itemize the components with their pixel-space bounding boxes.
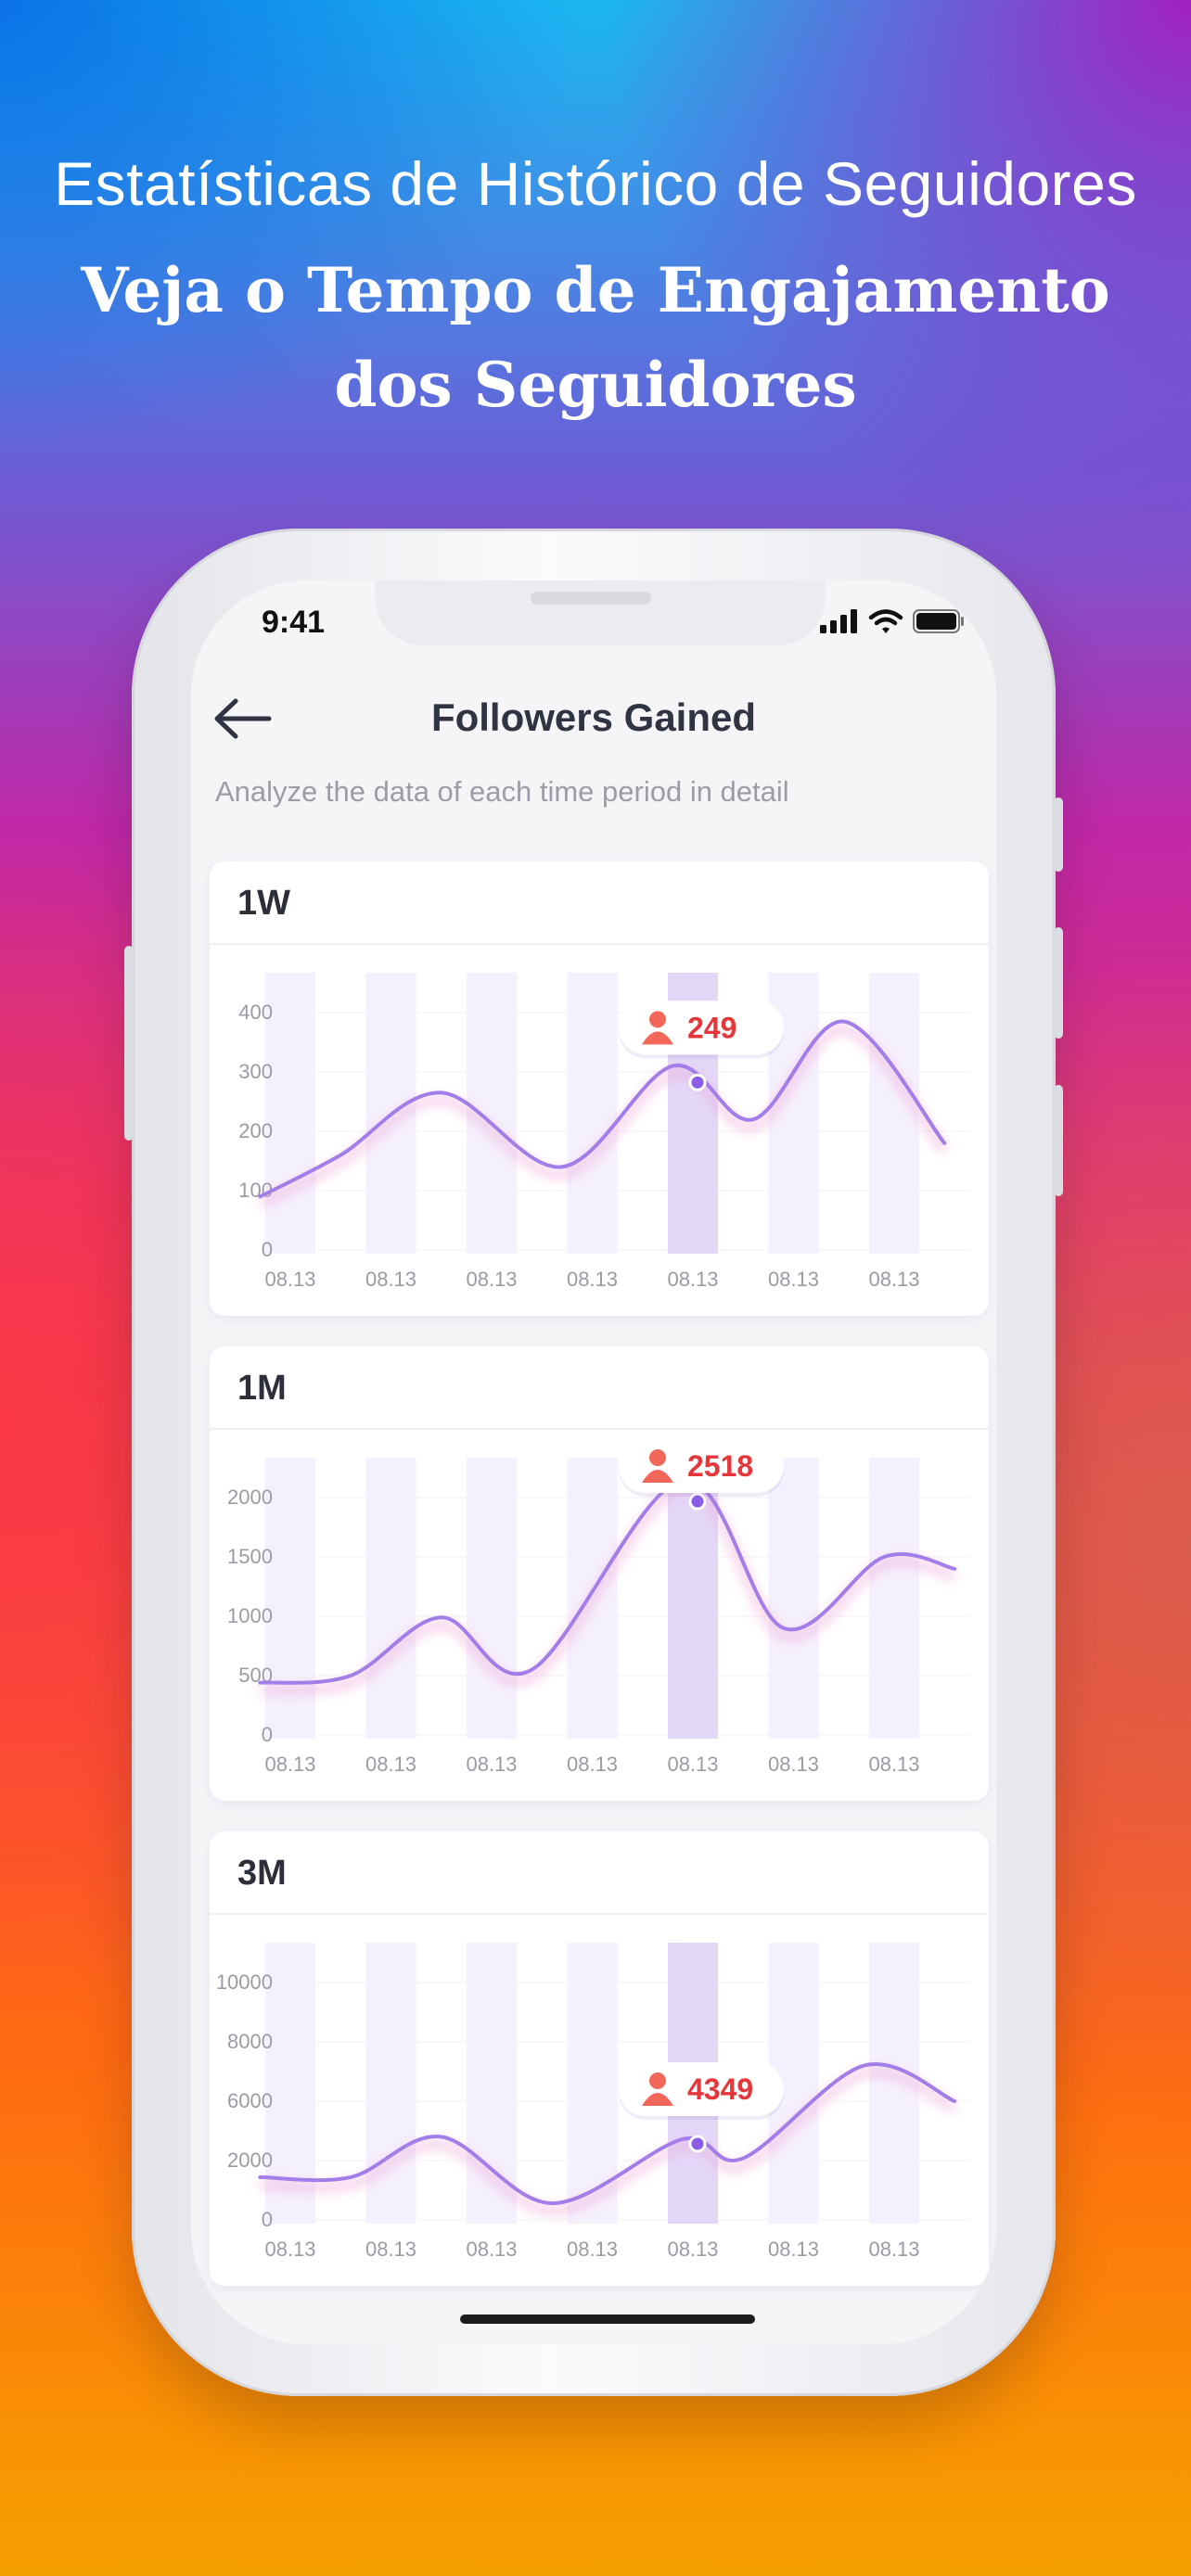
x-tick-label: 08.13 [667, 1268, 718, 1291]
y-tick-label: 1500 [227, 1545, 273, 1568]
y-tick-label: 2000 [227, 2149, 273, 2172]
y-tick-label: 10000 [216, 1970, 273, 1994]
headline-line-2: Veja o Tempo de Engajamento dos Seguidor… [0, 243, 1191, 432]
tooltip-value: 4349 [687, 2072, 753, 2106]
user-icon-body [642, 2092, 673, 2106]
series-line [258, 2062, 957, 2206]
y-tick-label: 0 [262, 1238, 273, 1261]
battery-icon [913, 609, 964, 633]
x-tick-label: 08.13 [264, 2238, 315, 2261]
series-line-shadow [258, 1024, 949, 1208]
x-tick-label: 08.13 [466, 1268, 517, 1291]
series-line [258, 1019, 947, 1199]
side-button-right-2 [1054, 927, 1063, 1039]
chart-bar [467, 1458, 517, 1739]
x-tick-label: 08.13 [868, 2238, 919, 2261]
wifi-icon [868, 609, 903, 633]
chart-bar [365, 1458, 416, 1739]
y-tick-label: 300 [238, 1060, 273, 1083]
side-button-left [124, 946, 134, 1141]
x-tick-label: 08.13 [567, 1753, 618, 1776]
x-tick-label: 08.13 [264, 1268, 315, 1291]
user-icon [649, 1011, 666, 1028]
y-tick-label: 1000 [227, 1604, 273, 1627]
user-icon-body [642, 1470, 673, 1483]
tooltip-value: 249 [687, 1011, 736, 1044]
tooltip-bubble: 2518 [619, 1439, 784, 1497]
page-subtitle: Analyze the data of each time period in … [215, 775, 789, 808]
x-tick-label: 08.13 [768, 1268, 819, 1291]
chart-bar [265, 973, 315, 1254]
chart-card-3m[interactable]: 3M 10000 8000 6000 2000 0 08.13 08.13 08.13 08.1… [210, 1831, 989, 2286]
side-button-right-1 [1054, 797, 1063, 872]
series-line-shadow [260, 1482, 956, 1695]
series-line [258, 1477, 957, 1685]
status-icons [820, 608, 965, 634]
x-tick-label: 08.13 [768, 2238, 819, 2261]
card-divider [210, 1428, 989, 1430]
user-icon [649, 2072, 666, 2089]
y-tick-label: 200 [238, 1119, 273, 1142]
series-line-shadow [260, 2067, 957, 2216]
chart-bar [869, 1458, 919, 1739]
app-screen: 9:41 Followers Gained Analyze th [191, 580, 996, 2344]
y-tick-label: 6000 [227, 2089, 273, 2112]
x-tick-label: 08.13 [264, 1753, 315, 1776]
tooltip-bubble: 4349 [619, 2061, 784, 2120]
x-tick-label: 08.13 [466, 1753, 517, 1776]
x-tick-label: 08.13 [567, 2238, 618, 2261]
page-title: Followers Gained [430, 695, 757, 739]
chart-bar [365, 1943, 416, 2224]
chart-bar [567, 1943, 618, 2224]
headline-line-2b: dos Seguidores [334, 349, 857, 421]
x-tick-label: 08.13 [868, 1753, 919, 1776]
chart-card-1w[interactable]: 1W 400 300 200 100 0 08.13 08.13 08.13 08.13 08.1… [210, 861, 989, 1316]
y-tick-label: 0 [262, 2208, 273, 2231]
chart-title: 1M [237, 1369, 287, 1408]
speaker [531, 592, 651, 605]
x-tick-label: 08.13 [567, 1268, 618, 1291]
chart-bar [768, 1458, 819, 1739]
x-tick-label: 08.13 [667, 1753, 718, 1776]
x-tick-label: 08.13 [466, 2238, 517, 2261]
tooltip-bubble: 249 [619, 1001, 784, 1059]
x-tick-label: 08.13 [365, 1753, 416, 1776]
card-divider [210, 1913, 989, 1915]
y-tick-label: 8000 [227, 2030, 273, 2053]
x-tick-label: 08.13 [365, 2238, 416, 2261]
x-tick-label: 08.13 [768, 1753, 819, 1776]
card-divider [210, 943, 989, 945]
side-button-right-3 [1054, 1085, 1063, 1196]
x-tick-label: 08.13 [868, 1268, 919, 1291]
tooltip-value: 2518 [687, 1449, 753, 1483]
headline-line-1: Estatísticas de Histórico de Seguidores [54, 149, 1137, 218]
chart-bar [869, 973, 919, 1254]
chart-bar [567, 973, 618, 1254]
x-tick-label: 08.13 [667, 2238, 718, 2261]
status-time: 9:41 [262, 605, 326, 640]
chart-bar [265, 1458, 315, 1739]
phone-frame: 9:41 Followers Gained Analyze th [124, 529, 1063, 2396]
y-tick-label: 0 [262, 1723, 273, 1746]
highlight-dot [688, 1492, 707, 1511]
notch [375, 580, 826, 645]
y-tick-label: 400 [238, 1001, 273, 1024]
chart-card-1m[interactable]: 1M 2000 1500 1000 500 0 08.13 08.13 08.13 08.13 0… [210, 1346, 989, 1801]
chart-title: 1W [237, 884, 290, 923]
highlight-dot [688, 1073, 707, 1091]
y-tick-label: 2000 [227, 1486, 273, 1509]
user-icon [649, 1449, 666, 1466]
arrow-left-icon[interactable] [213, 697, 273, 740]
headline-line-2a: Veja o Tempo de Engajamento [81, 254, 1110, 326]
user-icon-body [642, 1031, 673, 1045]
signal-icon [820, 609, 857, 633]
home-indicator[interactable] [460, 2315, 755, 2324]
x-tick-label: 08.13 [365, 1268, 416, 1291]
chart-3m: 10000 8000 6000 2000 0 08.13 08.13 08.13 08.13 08… [216, 1943, 970, 2261]
chart-title: 3M [237, 1854, 287, 1893]
highlight-dot [688, 2135, 707, 2153]
